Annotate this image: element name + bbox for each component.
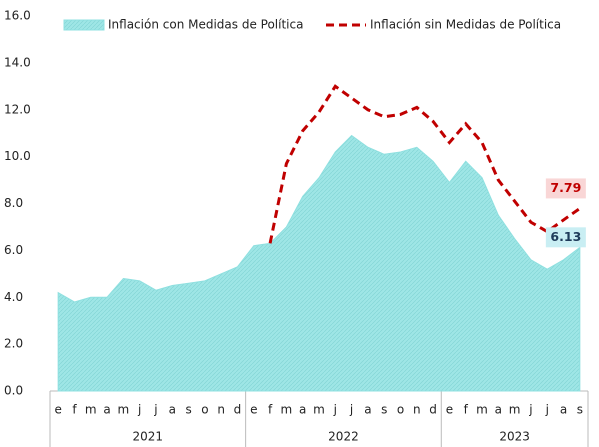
x-tick-label: n [413, 403, 421, 417]
x-tick-label: j [153, 403, 157, 417]
x-tick-label: e [446, 403, 453, 417]
x-tick-label: f [268, 403, 273, 417]
x-tick-label: j [333, 403, 337, 417]
value-label: 7.79 [550, 180, 581, 195]
x-tick-label: e [54, 403, 61, 417]
group-label: 2022 [328, 430, 359, 444]
x-tick-label: a [560, 403, 567, 417]
x-tick-label: a [169, 403, 176, 417]
x-tick-label: a [495, 403, 502, 417]
x-tick-label: s [185, 403, 191, 417]
y-tick-label: 4.0 [4, 290, 23, 304]
x-tick-label: s [381, 403, 387, 417]
y-tick-label: 14.0 [4, 55, 31, 69]
value-label-bg [545, 227, 586, 248]
x-tick-label: m [476, 403, 488, 417]
legend-swatch [63, 19, 105, 31]
x-tick-label: d [429, 403, 437, 417]
x-tick-label: f [72, 403, 77, 417]
group-label: 2021 [133, 430, 164, 444]
value-label-bg [545, 178, 586, 199]
x-tick-label: m [281, 403, 293, 417]
x-tick-label: n [217, 403, 225, 417]
x-tick-label: m [85, 403, 97, 417]
x-tick-label: j [349, 403, 353, 417]
x-tick-label: d [234, 403, 242, 417]
x-tick-label: j [137, 403, 141, 417]
line [268, 84, 581, 244]
x-tick-label: m [509, 403, 521, 417]
legend-label: Inflación con Medidas de Política [108, 18, 303, 32]
x-tick-label: a [299, 403, 306, 417]
value-label: 6.13 [550, 229, 581, 244]
area [57, 134, 581, 392]
y-tick-label: 10.0 [4, 149, 31, 163]
x-tick-label: j [528, 403, 532, 417]
y-tick-label: 8.0 [4, 196, 23, 210]
y-tick-label: 2.0 [4, 337, 23, 351]
x-tick-label: a [103, 403, 110, 417]
x-tick-label: m [313, 403, 325, 417]
x-tick-label: e [250, 403, 257, 417]
y-tick-label: 6.0 [4, 243, 23, 257]
x-tick-label: m [118, 403, 130, 417]
y-tick-label: 12.0 [4, 102, 31, 116]
y-tick-label: 16.0 [4, 9, 31, 23]
x-tick-label: a [364, 403, 371, 417]
x-tick-label: o [397, 403, 404, 417]
y-tick-label: 0.0 [4, 384, 23, 398]
x-tick-label: f [464, 403, 469, 417]
x-tick-label: j [545, 403, 549, 417]
x-tick-label: o [201, 403, 208, 417]
group-label: 2023 [499, 430, 530, 444]
legend-label: Inflación sin Medidas de Política [370, 18, 561, 32]
x-tick-label: s [577, 403, 583, 417]
